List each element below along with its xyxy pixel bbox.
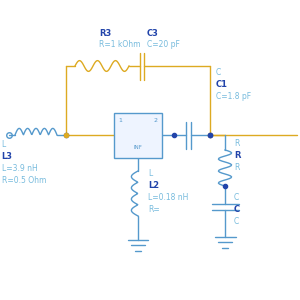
Text: L: L: [148, 169, 153, 178]
Text: R=0.5 Ohm: R=0.5 Ohm: [2, 176, 46, 185]
Text: L2: L2: [148, 181, 160, 190]
Text: R: R: [234, 151, 241, 160]
Text: 1: 1: [118, 118, 122, 123]
Text: C: C: [216, 68, 221, 77]
Text: C=20 pF: C=20 pF: [147, 40, 180, 49]
Bar: [114, 112, 162, 158]
Text: 2: 2: [154, 118, 158, 123]
Text: R=1 kOhm: R=1 kOhm: [99, 40, 140, 49]
Text: C3: C3: [147, 29, 159, 38]
Text: C=1.8 pF: C=1.8 pF: [216, 92, 251, 101]
Text: C1: C1: [216, 80, 228, 89]
Text: C: C: [234, 193, 239, 202]
Text: R=: R=: [148, 205, 160, 214]
Text: L3: L3: [2, 152, 13, 161]
Text: R: R: [234, 163, 239, 172]
Text: L=0.18 nH: L=0.18 nH: [148, 193, 189, 202]
Text: C: C: [234, 217, 239, 226]
Text: R3: R3: [99, 29, 111, 38]
Text: INF: INF: [134, 145, 142, 150]
Text: L: L: [2, 140, 6, 149]
Text: C: C: [234, 205, 240, 214]
Text: R: R: [234, 139, 239, 148]
Text: L=3.9 nH: L=3.9 nH: [2, 164, 37, 173]
